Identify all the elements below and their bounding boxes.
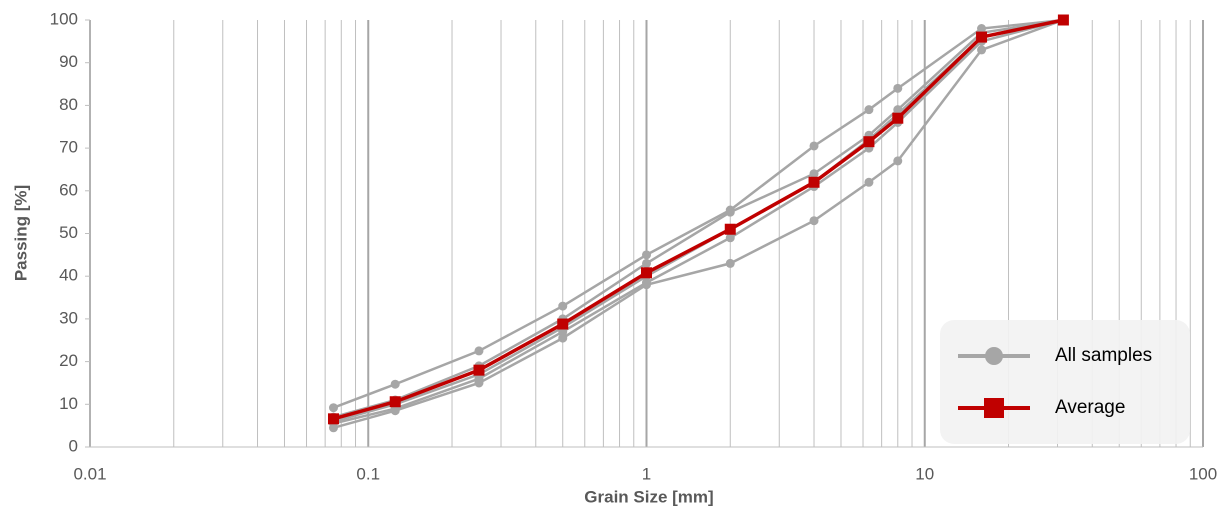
point (473, 364, 485, 376)
y-tick-label: 10 (59, 394, 78, 413)
point (328, 423, 338, 433)
y-tick-label: 60 (59, 180, 78, 199)
x-tick-label: 0.1 (356, 464, 380, 483)
x-axis-title: Grain Size [mm] (584, 487, 713, 506)
point (641, 267, 652, 279)
point (642, 258, 651, 268)
point (892, 112, 904, 124)
point (809, 141, 819, 151)
x-tick-label: 0.01 (73, 464, 106, 483)
legend-label: All samples (1055, 345, 1152, 366)
y-tick-label: 40 (59, 266, 78, 285)
point (474, 378, 484, 388)
x-tick-label: 10 (915, 464, 934, 483)
point (558, 333, 568, 343)
point (642, 250, 651, 260)
x-tick-label: 1 (642, 464, 651, 483)
point (977, 45, 987, 55)
point (809, 216, 819, 226)
legend-marker (985, 347, 1003, 365)
legend-label: Average (1055, 397, 1125, 418)
y-tick-label: 20 (59, 351, 78, 370)
point (725, 258, 735, 268)
point (724, 223, 736, 235)
y-tick-label: 100 (50, 9, 78, 28)
y-tick-label: 50 (59, 223, 78, 242)
point (893, 156, 903, 166)
y-tick-label: 30 (59, 308, 78, 327)
point (809, 169, 819, 179)
point (327, 413, 339, 425)
point (893, 83, 903, 93)
point (864, 105, 874, 115)
point (390, 379, 400, 389)
y-tick-label: 0 (69, 436, 78, 455)
legend-marker (984, 398, 1004, 418)
point (976, 31, 988, 43)
point (808, 176, 820, 188)
y-tick-label: 90 (59, 52, 78, 71)
point (1057, 14, 1069, 26)
y-tick-label: 80 (59, 95, 78, 114)
legend-box (940, 320, 1190, 444)
y-axis-title: Passing [%] (11, 185, 30, 281)
point (390, 406, 400, 416)
y-tick-label: 70 (59, 138, 78, 157)
point (725, 207, 735, 217)
point (558, 301, 568, 311)
point (864, 177, 874, 187)
point (328, 403, 338, 413)
point (642, 280, 651, 290)
point (725, 233, 735, 243)
x-tick-label: 100 (1189, 464, 1217, 483)
point (389, 396, 401, 408)
point (557, 318, 569, 330)
point (863, 136, 875, 148)
legend: All samples Average (940, 320, 1190, 444)
point (474, 346, 484, 356)
